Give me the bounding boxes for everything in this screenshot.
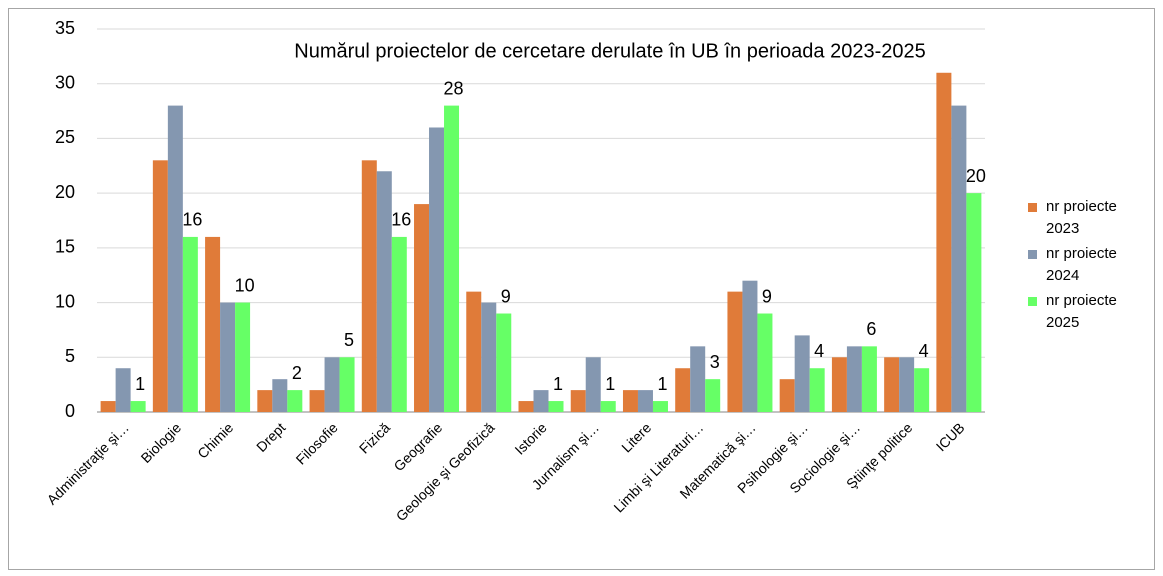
bar (115, 368, 131, 412)
legend: nr proiecte 2023 nr proiecte 2024 nr proie… (1028, 196, 1148, 337)
data-label: 1 (135, 374, 145, 394)
chart-title: Numărul proiectelor de cercetare derulat… (294, 40, 925, 62)
bar (257, 390, 273, 412)
bar (690, 346, 706, 412)
bar (951, 105, 967, 412)
bar (861, 346, 877, 412)
data-label: 2 (292, 363, 302, 383)
y-tick-label: 5 (65, 346, 75, 366)
bar (727, 291, 743, 412)
bar (675, 368, 691, 412)
bar (444, 105, 460, 412)
bar (391, 236, 407, 412)
bar (235, 302, 251, 412)
legend-swatch (1028, 203, 1037, 212)
bar (376, 171, 392, 412)
data-label: 10 (235, 275, 255, 295)
y-tick-label: 35 (55, 18, 75, 38)
bar (466, 291, 482, 412)
data-label: 16 (182, 210, 202, 230)
data-label: 1 (657, 374, 667, 394)
bar (429, 127, 445, 412)
bar (936, 72, 952, 413)
legend-entry: nr proiecte 2023 (1028, 196, 1126, 243)
data-label: 1 (605, 374, 615, 394)
bar (167, 105, 183, 412)
data-label: 9 (762, 286, 772, 306)
bar (548, 401, 564, 412)
legend-swatch (1028, 297, 1037, 306)
bar (779, 379, 795, 412)
bar (884, 357, 900, 412)
bar (481, 302, 497, 412)
data-label: 4 (814, 341, 824, 361)
bar (914, 368, 930, 412)
y-tick-label: 10 (55, 291, 75, 311)
data-label: 4 (919, 341, 929, 361)
bar (182, 236, 198, 412)
bar (570, 390, 586, 412)
y-tick-label: 15 (55, 237, 75, 257)
bar (652, 401, 668, 412)
bar (339, 357, 355, 412)
bar (324, 357, 340, 412)
bar (100, 401, 116, 412)
bar (518, 401, 534, 412)
bar (846, 346, 862, 412)
bar (220, 302, 236, 412)
legend-label: nr proiecte 2023 (1046, 198, 1117, 237)
legend-swatch (1028, 250, 1037, 259)
bar (414, 204, 430, 412)
y-tick-label: 25 (55, 127, 75, 147)
bar (809, 368, 825, 412)
y-tick-label: 30 (55, 72, 75, 92)
bar (205, 236, 221, 412)
bar (622, 390, 638, 412)
bar (637, 390, 653, 412)
data-label: 3 (710, 352, 720, 372)
bar (361, 160, 377, 412)
y-tick-label: 20 (55, 182, 75, 202)
bar (585, 357, 601, 412)
data-label: 20 (966, 166, 986, 186)
bar (600, 401, 616, 412)
bar (496, 313, 512, 412)
bar (533, 390, 549, 412)
bar (966, 193, 982, 412)
bar (152, 160, 168, 412)
bar (831, 357, 847, 412)
data-label: 1 (553, 374, 563, 394)
data-label: 6 (866, 319, 876, 339)
bar (309, 390, 325, 412)
bar (794, 335, 810, 412)
bar (272, 379, 288, 412)
y-tick-label: 0 (65, 401, 75, 421)
bar (130, 401, 146, 412)
bar (757, 313, 773, 412)
data-label: 9 (501, 286, 511, 306)
legend-label: nr proiecte 2025 (1046, 292, 1117, 331)
data-label: 5 (344, 330, 354, 350)
legend-label: nr proiecte 2024 (1046, 245, 1117, 284)
bar (287, 390, 303, 412)
data-label: 28 (444, 78, 464, 98)
bar (742, 280, 758, 412)
data-label: 16 (391, 210, 411, 230)
bar (705, 379, 721, 412)
legend-entry: nr proiecte 2024 (1028, 243, 1126, 290)
bar (899, 357, 915, 412)
legend-entry: nr proiecte 2025 (1028, 290, 1126, 337)
